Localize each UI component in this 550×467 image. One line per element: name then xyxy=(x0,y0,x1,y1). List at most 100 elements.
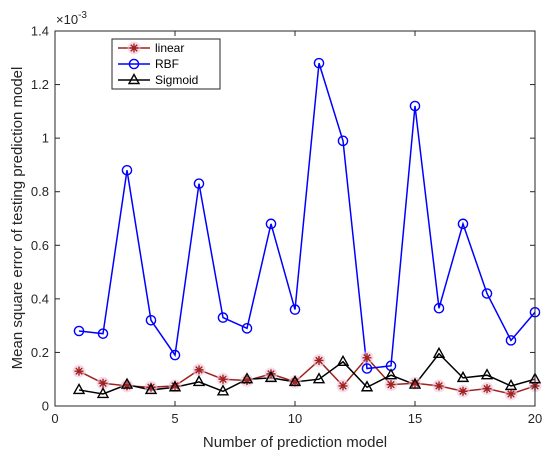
data-point-sigmoid xyxy=(264,370,278,383)
legend-marker-linear xyxy=(127,41,141,55)
data-point-linear-glyph xyxy=(338,381,348,391)
data-point-sigmoid xyxy=(216,384,230,396)
data-point-linear-glyph xyxy=(266,369,276,379)
data-point-linear-glyph xyxy=(194,365,204,375)
data-point-rbf xyxy=(361,363,373,374)
data-point-linear xyxy=(480,382,494,396)
data-point-sigmoid xyxy=(504,378,518,391)
data-point-rbf xyxy=(505,335,517,346)
legend-marker-sigmoid xyxy=(127,73,141,85)
data-point-linear-glyph xyxy=(362,353,372,363)
data-point-sigmoid xyxy=(144,382,158,395)
data-point-linear-glyph xyxy=(434,381,444,391)
data-point-linear-glyph xyxy=(482,384,492,394)
legend-label-linear: linear xyxy=(155,41,184,55)
legend-label-rbf: RBF xyxy=(155,57,179,71)
data-point-linear-glyph xyxy=(290,377,300,387)
data-point-sigmoid xyxy=(312,372,326,384)
data-point-rbf xyxy=(169,349,181,361)
legend: linear RBF Sigmoid xyxy=(111,38,221,90)
y-tick-label: 1.2 xyxy=(31,77,49,92)
data-point-linear-glyph xyxy=(218,374,228,384)
data-point-sigmoid xyxy=(288,374,302,387)
data-point-linear xyxy=(312,353,326,367)
data-point-rbf xyxy=(409,100,421,112)
data-point-linear xyxy=(216,372,230,386)
data-point-rbf xyxy=(217,312,229,323)
data-point-linear xyxy=(456,384,470,398)
data-point-linear-glyph xyxy=(146,382,156,392)
x-tick-label: 5 xyxy=(171,411,178,426)
data-point-rbf xyxy=(433,302,445,314)
data-point-sigmoid xyxy=(480,368,494,380)
data-point-rbf xyxy=(241,323,253,334)
plot-layer xyxy=(72,57,542,401)
y-tick-label: 1.4 xyxy=(31,24,49,39)
data-point-linear-glyph xyxy=(170,381,180,391)
y-tick-label: 0.4 xyxy=(31,291,49,306)
legend-label-sigmoid: Sigmoid xyxy=(155,73,198,87)
data-point-sigmoid xyxy=(192,374,206,387)
data-point-linear xyxy=(168,379,182,393)
data-point-sigmoid xyxy=(96,387,110,399)
y-tick-label: 0.2 xyxy=(31,345,49,360)
data-point-sigmoid xyxy=(168,380,182,392)
x-tick-label: 10 xyxy=(288,411,302,426)
data-point-sigmoid xyxy=(408,377,422,389)
data-point-linear-glyph xyxy=(122,381,132,391)
data-point-rbf xyxy=(97,328,109,339)
y-tick-label: 0.8 xyxy=(31,184,49,199)
data-point-linear-glyph xyxy=(458,386,468,396)
data-point-rbf xyxy=(265,218,277,230)
legend-marker-rbf xyxy=(128,58,140,70)
data-point-sigmoid xyxy=(384,368,398,380)
y-tick-label: 1 xyxy=(42,131,49,146)
data-point-linear xyxy=(432,379,446,393)
data-point-linear xyxy=(96,376,110,390)
y-exponent-label: ×10-3 xyxy=(56,10,87,27)
data-point-linear xyxy=(360,351,374,365)
data-point-sigmoid xyxy=(360,380,374,392)
data-point-linear-glyph xyxy=(314,355,324,365)
data-point-linear xyxy=(408,376,422,390)
data-point-rbf xyxy=(145,314,157,326)
data-point-linear-glyph xyxy=(242,376,252,386)
data-point-linear xyxy=(72,364,86,378)
data-point-linear xyxy=(264,367,278,381)
data-point-linear xyxy=(240,374,254,388)
y-axis-label: Mean square error of testing prediction … xyxy=(9,67,26,370)
data-point-linear xyxy=(192,363,206,377)
data-point-rbf xyxy=(73,325,85,337)
data-point-linear xyxy=(336,379,350,393)
data-point-sigmoid xyxy=(336,354,350,367)
data-point-sigmoid xyxy=(432,346,446,358)
data-point-rbf xyxy=(121,164,133,176)
legend-marker-linear-glyph xyxy=(129,43,139,53)
data-point-rbf xyxy=(481,288,493,299)
data-point-linear xyxy=(120,379,134,393)
data-point-linear xyxy=(384,378,398,392)
x-tick-label: 20 xyxy=(528,411,542,426)
data-point-sigmoid xyxy=(120,377,134,389)
data-point-linear-glyph xyxy=(410,378,420,388)
y-tick-label: 0 xyxy=(42,399,49,414)
data-point-sigmoid xyxy=(240,372,254,384)
data-point-linear-glyph xyxy=(74,366,84,376)
data-point-rbf xyxy=(337,135,349,147)
x-axis-label: Number of prediction model xyxy=(203,434,387,451)
data-point-rbf xyxy=(193,178,205,189)
x-tick-label: 0 xyxy=(51,411,58,426)
data-point-linear-glyph xyxy=(98,378,108,388)
data-point-rbf xyxy=(313,57,325,69)
x-tick-label: 15 xyxy=(408,411,422,426)
data-point-sigmoid xyxy=(72,382,86,395)
data-point-rbf xyxy=(289,304,301,315)
data-point-linear-glyph xyxy=(386,380,396,390)
series-line-rbf xyxy=(78,62,536,370)
tick-layer: 0 5 10 15 20 0 0.2 0.4 0.6 0.8 1 1.2 1.4 xyxy=(31,24,542,427)
y-tick-label: 0.6 xyxy=(31,238,49,253)
data-point-sigmoid xyxy=(456,370,470,383)
data-point-linear xyxy=(504,387,518,401)
